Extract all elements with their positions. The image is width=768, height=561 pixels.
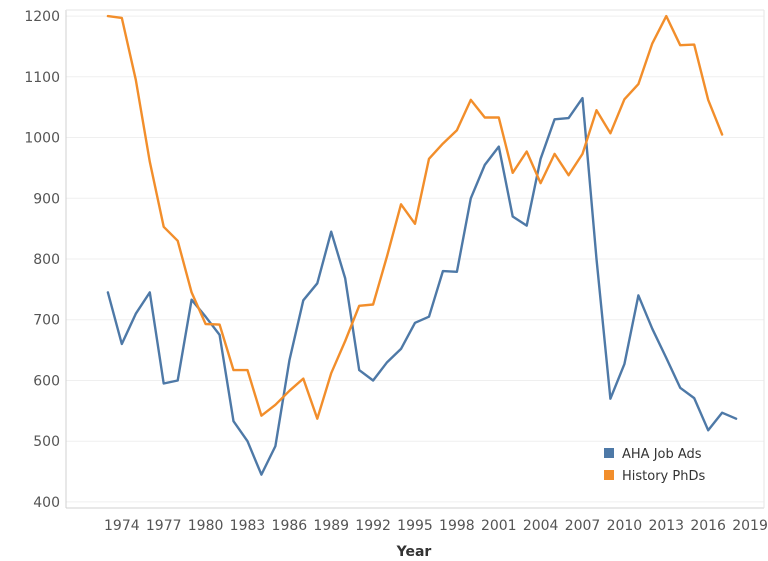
y-tick-label: 1100 (24, 70, 60, 86)
x-tick-label: 2013 (648, 518, 684, 534)
y-tick-labels: 400 500 600 700 800 900 1000 1100 1200 (24, 9, 60, 511)
x-axis-title: Year (396, 544, 432, 560)
x-tick-label: 2004 (523, 518, 559, 534)
legend: AHA Job Ads History PhDs (604, 447, 705, 484)
x-tick-label: 2001 (481, 518, 517, 534)
gridlines (66, 15, 764, 503)
x-tick-label: 1986 (272, 518, 308, 534)
y-tick-label: 800 (33, 252, 60, 268)
y-tick-label: 1200 (24, 9, 60, 25)
legend-swatch (604, 448, 614, 458)
legend-label: AHA Job Ads (622, 447, 702, 462)
legend-item[interactable]: AHA Job Ads (604, 447, 702, 462)
series-line-aha-job-ads (106, 96, 738, 476)
x-tick-labels: 1974 1977 1980 1983 1986 1989 1992 1995 1998 2001… (104, 518, 768, 534)
x-tick-label: 2007 (565, 518, 601, 534)
y-tick-label: 400 (33, 495, 60, 511)
x-tick-label: 2016 (690, 518, 726, 534)
x-tick-label: 2019 (732, 518, 768, 534)
y-tick-label: 500 (33, 434, 60, 450)
x-tick-label: 2010 (607, 518, 643, 534)
series-line-history-phds (106, 14, 724, 420)
y-tick-label: 1000 (24, 131, 60, 147)
x-tick-label: 1974 (104, 518, 140, 534)
x-tick-label: 1977 (146, 518, 182, 534)
legend-swatch (604, 470, 614, 480)
y-tick-label: 900 (33, 191, 60, 207)
legend-item[interactable]: History PhDs (604, 469, 705, 484)
y-tick-label: 700 (33, 313, 60, 329)
x-tick-label: 1980 (188, 518, 224, 534)
x-tick-label: 1989 (313, 518, 349, 534)
x-tick-label: 1995 (397, 518, 433, 534)
x-tick-label: 1998 (439, 518, 475, 534)
legend-label: History PhDs (622, 469, 705, 484)
series-lines (106, 14, 738, 476)
x-tick-label: 1983 (230, 518, 266, 534)
y-tick-label: 600 (33, 373, 60, 389)
x-tick-label: 1992 (355, 518, 391, 534)
